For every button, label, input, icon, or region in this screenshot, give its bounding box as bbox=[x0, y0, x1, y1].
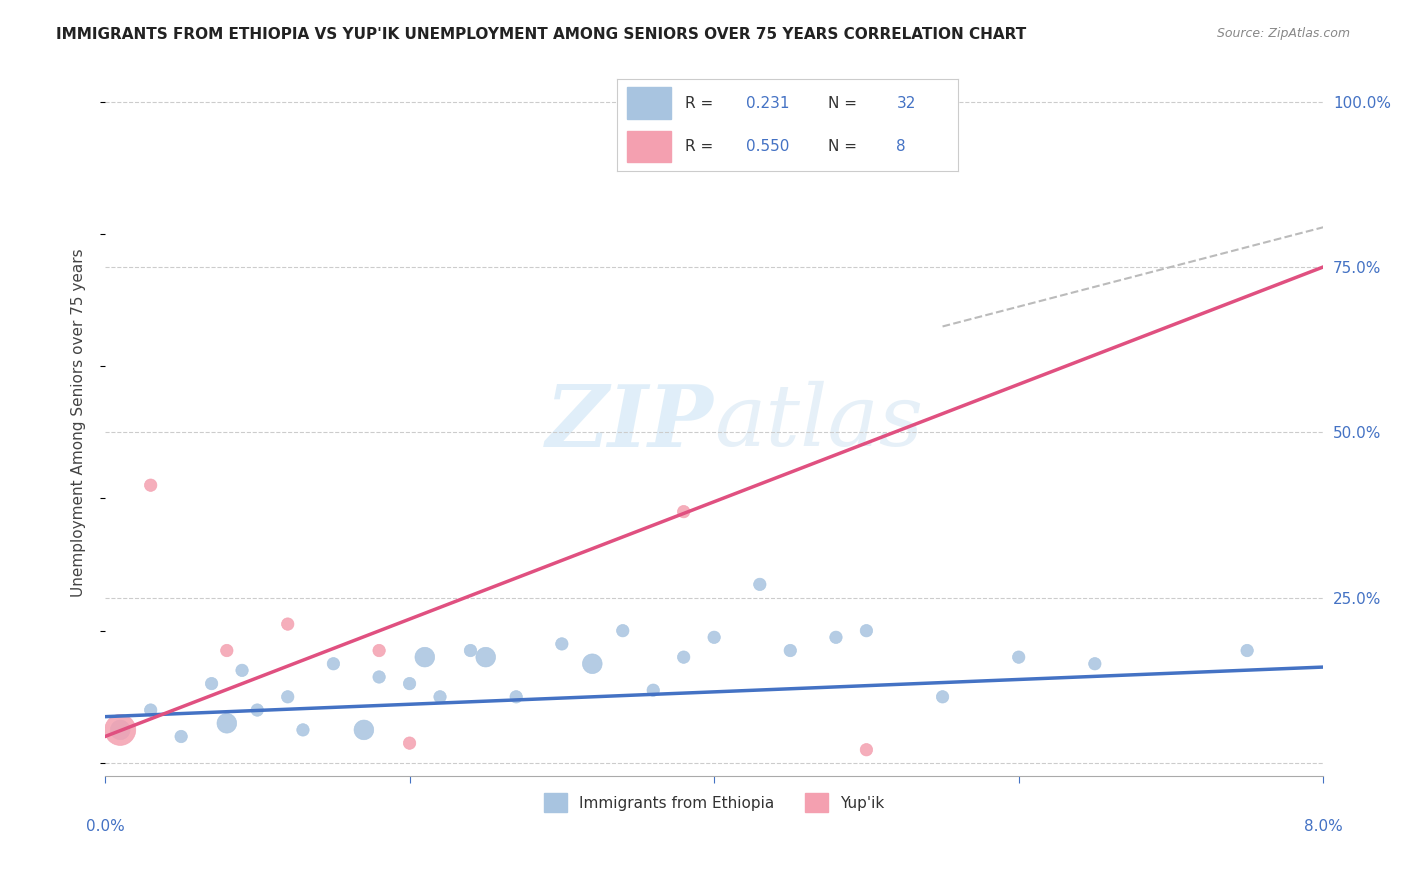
Point bbox=[825, 630, 848, 644]
Point bbox=[429, 690, 451, 704]
Point bbox=[1236, 643, 1258, 657]
Point bbox=[215, 643, 238, 657]
Point bbox=[139, 478, 162, 492]
Point bbox=[551, 637, 574, 651]
Text: 0.0%: 0.0% bbox=[86, 819, 124, 834]
Point bbox=[505, 690, 527, 704]
Point bbox=[139, 703, 162, 717]
Point bbox=[474, 650, 496, 665]
Point bbox=[931, 690, 953, 704]
Point bbox=[246, 703, 269, 717]
Point bbox=[581, 657, 603, 671]
Point bbox=[703, 630, 725, 644]
Point bbox=[398, 676, 420, 690]
Point bbox=[353, 723, 375, 737]
Point bbox=[1084, 657, 1107, 671]
Point bbox=[200, 676, 222, 690]
Point bbox=[322, 657, 344, 671]
Point bbox=[748, 577, 770, 591]
Y-axis label: Unemployment Among Seniors over 75 years: Unemployment Among Seniors over 75 years bbox=[72, 248, 86, 597]
Point bbox=[779, 643, 801, 657]
Legend: Immigrants from Ethiopia, Yup'ik: Immigrants from Ethiopia, Yup'ik bbox=[538, 788, 890, 818]
Point bbox=[215, 716, 238, 731]
Point bbox=[460, 643, 482, 657]
Point bbox=[277, 617, 299, 632]
Point bbox=[855, 743, 877, 757]
Point bbox=[368, 670, 391, 684]
Point bbox=[110, 723, 132, 737]
Text: atlas: atlas bbox=[714, 381, 924, 464]
Point bbox=[672, 650, 695, 665]
Text: Source: ZipAtlas.com: Source: ZipAtlas.com bbox=[1216, 27, 1350, 40]
Point bbox=[291, 723, 314, 737]
Point bbox=[110, 723, 132, 737]
Text: ZIP: ZIP bbox=[547, 381, 714, 464]
Point bbox=[672, 505, 695, 519]
Point bbox=[1008, 650, 1031, 665]
Text: IMMIGRANTS FROM ETHIOPIA VS YUP'IK UNEMPLOYMENT AMONG SENIORS OVER 75 YEARS CORR: IMMIGRANTS FROM ETHIOPIA VS YUP'IK UNEMP… bbox=[56, 27, 1026, 42]
Point bbox=[643, 683, 665, 698]
Point bbox=[231, 664, 253, 678]
Point bbox=[170, 730, 193, 744]
Point bbox=[413, 650, 436, 665]
Text: 8.0%: 8.0% bbox=[1303, 819, 1343, 834]
Point bbox=[855, 624, 877, 638]
Point bbox=[277, 690, 299, 704]
Point bbox=[612, 624, 634, 638]
Point bbox=[398, 736, 420, 750]
Point bbox=[368, 643, 391, 657]
